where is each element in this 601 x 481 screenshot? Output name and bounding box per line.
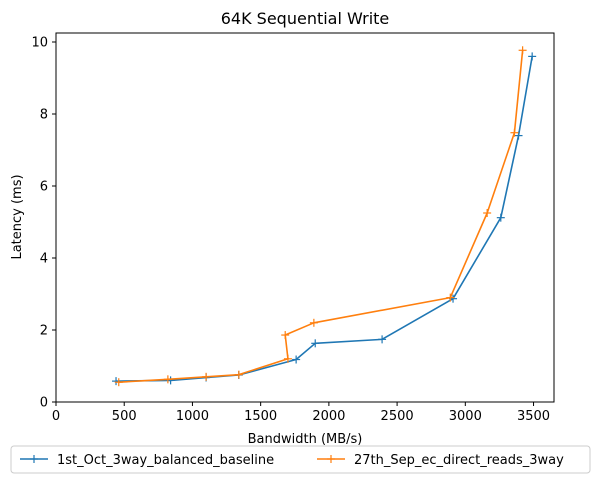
x-tick-label: 3000 — [449, 409, 482, 424]
y-tick-label: 4 — [40, 252, 48, 267]
data-point — [446, 293, 455, 302]
y-tick-label: 0 — [40, 396, 48, 411]
y-tick-label: 10 — [31, 36, 48, 51]
data-point — [510, 128, 519, 137]
data-point — [114, 378, 123, 387]
legend: 1st_Oct_3way_balanced_baseline 27th_Sep_e… — [10, 445, 591, 474]
data-point — [483, 209, 492, 217]
data-point — [528, 52, 537, 61]
series-line — [118, 50, 524, 383]
x-tick-label: 2000 — [312, 409, 345, 424]
data-point — [283, 354, 292, 363]
data-point — [163, 375, 172, 384]
x-tick-label: 2500 — [381, 409, 414, 424]
data-point — [281, 331, 290, 340]
y-axis-label: Latency (ms) — [10, 174, 25, 259]
x-tick-label: 500 — [112, 409, 137, 424]
data-point — [202, 372, 211, 381]
data-point — [234, 370, 243, 379]
data-point — [311, 339, 320, 348]
legend-label: 1st_Oct_3way_balanced_baseline — [57, 453, 274, 468]
x-tick-label: 1000 — [176, 409, 209, 424]
data-point — [378, 335, 387, 344]
series-line — [116, 56, 533, 382]
x-axis-label: Bandwidth (MB/s) — [248, 432, 363, 447]
plot-frame — [55, 32, 555, 403]
data-point — [496, 213, 505, 222]
y-tick-label: 2 — [40, 324, 48, 339]
legend-box — [10, 445, 591, 474]
series-2 — [114, 46, 527, 387]
x-tick-label: 0 — [52, 409, 60, 424]
axes: 0 500 1000 1500 2000 2500 3000 3500 0 2 4 6 8 10 — [31, 32, 555, 424]
data-point — [309, 318, 318, 327]
legend-label: 27th_Sep_ec_direct_reads_3way — [354, 453, 564, 468]
y-tick-label: 6 — [40, 180, 48, 195]
data-point — [518, 46, 527, 55]
data-point — [514, 131, 523, 140]
x-tick-label: 3500 — [517, 409, 550, 424]
series-lines — [112, 46, 537, 387]
data-point — [292, 355, 301, 364]
y-tick-label: 8 — [40, 108, 48, 123]
series-1 — [112, 52, 537, 386]
chart-title: 64K Sequential Write — [221, 9, 390, 28]
legend-entry: 27th_Sep_ec_direct_reads_3way — [317, 453, 564, 468]
legend-entry: 1st_Oct_3way_balanced_baseline — [20, 453, 274, 468]
x-tick-label: 1500 — [244, 409, 277, 424]
